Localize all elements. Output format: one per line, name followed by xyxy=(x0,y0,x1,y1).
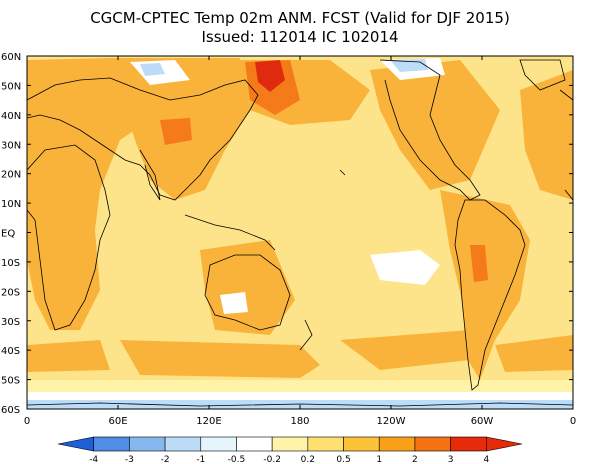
coast-hawaii xyxy=(339,169,346,176)
colorbar-label: -0.2 xyxy=(263,455,281,464)
colorbar-swatch xyxy=(93,436,130,452)
coast-indonesia xyxy=(184,214,276,251)
lat-label: 40N xyxy=(1,111,21,122)
colorbar-label: -2 xyxy=(161,455,170,464)
colorbar-label: -3 xyxy=(125,455,134,464)
map-title-line1: CGCM-CPTEC Temp 02m ANM. FCST (Valid for… xyxy=(90,9,510,27)
lon-label: 0 xyxy=(570,416,576,427)
lat-label: 50N xyxy=(1,81,21,92)
lat-label: 50S xyxy=(1,376,20,387)
colorbar-swatch xyxy=(307,436,344,452)
coast-north-america xyxy=(379,59,481,201)
lat-label: 60N xyxy=(1,52,21,63)
colorbar-swatch xyxy=(414,436,451,452)
antarctica-edge xyxy=(27,402,573,407)
warm-region-north-america xyxy=(370,60,500,190)
colorbar-label: 3 xyxy=(448,455,454,464)
lat-label: 20N xyxy=(1,170,21,181)
lat-label: 20S xyxy=(1,287,20,298)
colorbar-swatch xyxy=(450,436,487,452)
colorbar-label: 0.5 xyxy=(336,455,350,464)
colorbar-swatch xyxy=(57,436,94,452)
lat-label: 10N xyxy=(1,199,21,210)
colorbar-swatch xyxy=(378,436,416,452)
lat-label: 10S xyxy=(1,258,20,269)
lat-label: 30N xyxy=(1,140,21,151)
cold-area-siberia xyxy=(140,63,165,76)
warm-region-africa-europe xyxy=(27,58,150,330)
colorbar-swatch xyxy=(129,436,166,452)
lon-label: 120E xyxy=(196,416,221,427)
warm-region-south-america xyxy=(440,190,530,380)
lat-label: 40S xyxy=(1,346,20,357)
lon-label: 60W xyxy=(471,416,494,427)
coast-new-zealand xyxy=(299,319,313,351)
anomaly-field xyxy=(27,56,573,409)
coast-greenland xyxy=(519,59,566,91)
colorbar-swatch xyxy=(164,436,202,452)
hot-spot-central-asia xyxy=(160,118,192,145)
warm-belt-south-atlantic xyxy=(495,335,573,372)
warm-region-atlantic-europe xyxy=(520,70,573,200)
cool-area-western-australia xyxy=(220,292,248,314)
latitude-axis: 60N 50N 40N 30N 20N 10N EQ 10S 20S 30S 40S 50S 60S xyxy=(1,52,573,416)
colorbar-swatch xyxy=(271,436,309,452)
colorbar: -4 -3 -2 -1 -0.5 -0.2 0.2 0.5 1 2 3 4 xyxy=(57,436,523,464)
lon-label: 0 xyxy=(24,416,30,427)
colorbar-label: 2 xyxy=(412,455,418,464)
map-title-line2: Issued: 112014 IC 102014 xyxy=(201,28,399,46)
warm-belt-southern-ocean-west xyxy=(27,340,110,372)
lon-label: 120W xyxy=(377,416,406,427)
longitude-axis: 0 60E 120E 180 120W 60W 0 xyxy=(24,56,576,427)
lat-label: 60S xyxy=(1,405,20,416)
lat-label: EQ xyxy=(1,229,15,240)
colorbar-swatch xyxy=(200,436,237,452)
colorbar-label: -1 xyxy=(196,455,205,464)
colorbar-label: 1 xyxy=(376,455,382,464)
lon-label: 180 xyxy=(290,416,309,427)
southern-ocean-cold-band xyxy=(27,400,573,409)
coast-south-america xyxy=(454,199,526,391)
colorbar-label: -0.5 xyxy=(228,455,246,464)
coast-india xyxy=(139,149,161,201)
colorbar-label: 0.2 xyxy=(301,455,315,464)
colorbar-arrow-right xyxy=(486,436,523,452)
colorbar-swatch xyxy=(343,436,380,452)
coastlines xyxy=(27,59,573,391)
coast-australia xyxy=(204,254,291,331)
coast-europe-asia xyxy=(27,77,259,201)
lon-label: 60E xyxy=(108,416,127,427)
lat-label: 30S xyxy=(1,317,20,328)
coast-africa xyxy=(27,144,111,331)
extreme-spot-kamchatka xyxy=(255,60,285,92)
warm-belt-south-pacific xyxy=(120,340,320,378)
colorbar-label: 4 xyxy=(483,455,489,464)
colorbar-label: -4 xyxy=(89,455,98,464)
warm-belt-southeast-pacific xyxy=(340,330,470,370)
colorbar-swatch xyxy=(236,436,273,452)
hot-spot-peru xyxy=(470,245,488,282)
coast-west-europe-africa xyxy=(559,89,573,201)
cool-area-east-pacific xyxy=(370,250,440,285)
